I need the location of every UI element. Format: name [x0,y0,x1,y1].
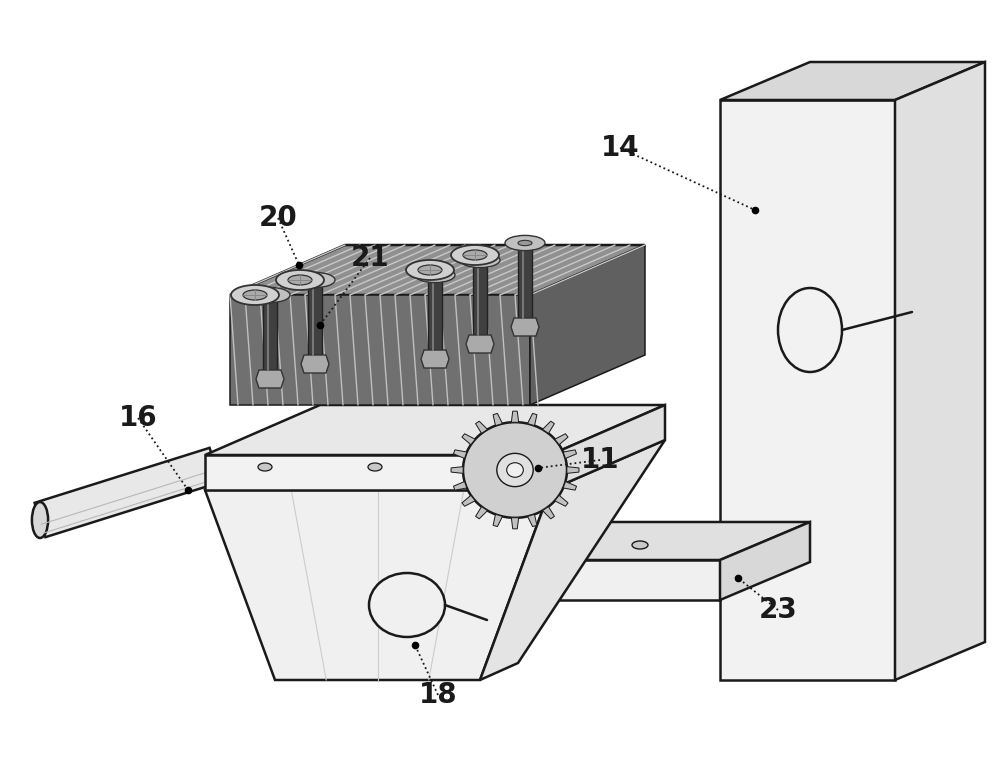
Polygon shape [490,560,720,600]
Text: 21: 21 [351,244,389,272]
Ellipse shape [288,275,312,285]
Ellipse shape [276,270,324,290]
Ellipse shape [473,258,487,263]
Ellipse shape [369,573,445,637]
Polygon shape [476,507,487,519]
Polygon shape [428,275,442,350]
Polygon shape [528,413,537,426]
Ellipse shape [406,260,454,280]
Polygon shape [230,245,645,295]
Ellipse shape [497,453,533,487]
Polygon shape [543,421,554,433]
Polygon shape [543,507,554,519]
Polygon shape [301,355,329,373]
Ellipse shape [368,463,382,471]
Text: 20: 20 [259,204,297,232]
Polygon shape [493,514,502,527]
Ellipse shape [505,235,545,251]
Ellipse shape [32,502,48,538]
Ellipse shape [415,268,455,283]
Polygon shape [462,434,475,445]
Ellipse shape [632,541,648,549]
Polygon shape [493,413,502,426]
Polygon shape [567,466,579,473]
Ellipse shape [250,288,290,302]
Polygon shape [511,517,519,529]
Polygon shape [720,62,985,100]
Polygon shape [563,482,577,490]
Ellipse shape [243,290,267,300]
Polygon shape [256,370,284,388]
Polygon shape [563,449,577,459]
Polygon shape [476,421,487,433]
Text: 16: 16 [119,404,157,432]
Ellipse shape [428,272,442,278]
Ellipse shape [308,278,322,283]
Polygon shape [555,495,568,507]
Polygon shape [230,295,530,405]
Polygon shape [308,280,322,355]
Polygon shape [205,490,550,680]
Text: 14: 14 [601,134,639,162]
Polygon shape [530,245,645,405]
Polygon shape [555,434,568,445]
Ellipse shape [418,265,442,275]
Ellipse shape [460,252,500,268]
Ellipse shape [231,285,279,305]
Polygon shape [466,335,494,353]
Ellipse shape [258,463,272,471]
Polygon shape [511,411,519,423]
Polygon shape [490,522,810,560]
Ellipse shape [463,250,487,260]
Polygon shape [720,522,810,600]
Ellipse shape [463,423,567,518]
Polygon shape [528,514,537,527]
Ellipse shape [263,292,277,298]
Polygon shape [453,482,467,490]
Ellipse shape [778,288,842,372]
Polygon shape [35,448,220,537]
Polygon shape [895,62,985,680]
Polygon shape [421,350,449,368]
Polygon shape [480,440,665,680]
Ellipse shape [507,463,523,477]
Polygon shape [550,405,665,490]
Polygon shape [453,449,467,459]
Polygon shape [205,405,665,455]
Text: 18: 18 [419,681,457,709]
Polygon shape [451,466,463,473]
Ellipse shape [542,541,558,549]
Polygon shape [518,243,532,318]
Polygon shape [462,495,475,507]
Polygon shape [720,100,895,680]
Ellipse shape [451,245,499,265]
Text: 11: 11 [581,446,619,474]
Polygon shape [263,295,277,370]
Polygon shape [205,455,550,490]
Text: 23: 23 [759,596,797,624]
Polygon shape [511,318,539,336]
Ellipse shape [518,241,532,246]
Ellipse shape [295,272,335,288]
Polygon shape [473,260,487,335]
